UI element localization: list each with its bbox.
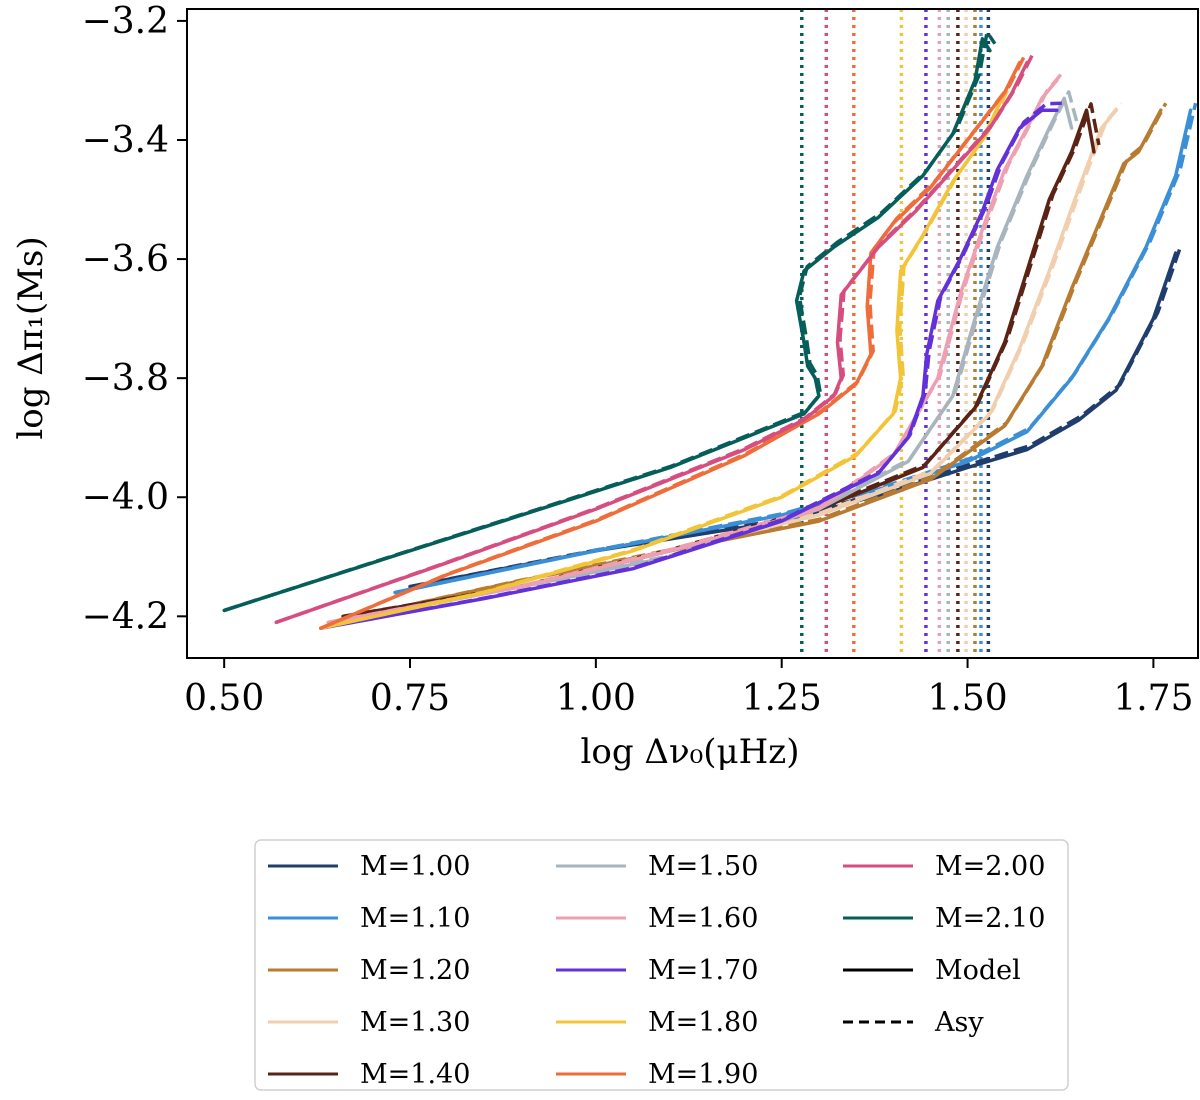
series-layer: [222, 9, 1198, 658]
x-tick-label-3: 1.25: [742, 678, 822, 719]
legend-label-7: M=1.70: [648, 955, 758, 986]
x-tick-label-4: 1.50: [927, 678, 1007, 719]
y-tick-label-1: −3.4: [82, 120, 169, 161]
y-axis-label: log Δπ₁(Ms): [11, 236, 51, 439]
y-tick-label-5: −4.2: [82, 596, 169, 637]
legend-frame: [254, 839, 1069, 1091]
series-model-M=1.80: [319, 90, 1007, 630]
series-model-M=1.20: [356, 108, 1163, 619]
series-model-M=1.00: [408, 251, 1178, 589]
legend-label-13: Asy: [934, 1007, 984, 1038]
legend: M=1.00 M=1.10 M=1.20 M=1.30 M=1.40 M=1.50 M=1.…: [254, 839, 1069, 1091]
y-tick-label-4: −4.0: [82, 477, 169, 518]
series-asy-M=1.90: [320, 54, 1027, 630]
series-model-M=2.10: [222, 37, 992, 613]
legend-label-6: M=1.60: [648, 903, 758, 934]
y-tick-label-0: −3.2: [82, 1, 169, 42]
series-model-M=2.00: [274, 60, 1029, 625]
series-model-M=1.90: [319, 60, 1022, 630]
legend-label-9: M=1.90: [648, 1059, 758, 1090]
legend-label-10: M=2.00: [935, 851, 1045, 882]
series-model-M=1.70: [319, 108, 1059, 630]
series-model-M=1.50: [333, 96, 1074, 625]
legend-label-11: M=2.10: [935, 903, 1045, 934]
legend-label-3: M=1.30: [360, 1007, 470, 1038]
x-tick-label-0: 0.50: [184, 678, 264, 719]
x-tick-label-2: 1.00: [556, 678, 636, 719]
legend-label-4: M=1.40: [360, 1059, 470, 1090]
plot-frame: [186, 8, 1199, 659]
legend-label-0: M=1.00: [360, 851, 470, 882]
x-tick-label-1: 0.75: [370, 678, 450, 719]
series-model-M=1.10: [393, 108, 1193, 595]
legend-label-12: Model: [935, 955, 1021, 986]
series-asy-M=2.10: [223, 30, 997, 613]
x-axis-label: log Δν₀(μHz): [581, 732, 800, 772]
legend-label-8: M=1.80: [648, 1007, 758, 1038]
legend-label-2: M=1.20: [360, 955, 470, 986]
legend-label-5: M=1.50: [648, 851, 758, 882]
y-tick-label-2: −3.6: [82, 239, 169, 280]
legend-entries: M=1.00 M=1.10 M=1.20 M=1.30 M=1.40 M=1.50 M=1.…: [268, 851, 1045, 1090]
x-tick-label-5: 1.75: [1113, 678, 1193, 719]
series-model-M=1.60: [326, 78, 1059, 625]
y-tick-label-3: −3.8: [82, 358, 169, 399]
ticks-layer: 0.50 0.75 1.00 1.25 1.50 1.75 −3.2 −3.4 −3.6 −3.8…: [82, 1, 1194, 719]
legend-label-1: M=1.10: [360, 903, 470, 934]
